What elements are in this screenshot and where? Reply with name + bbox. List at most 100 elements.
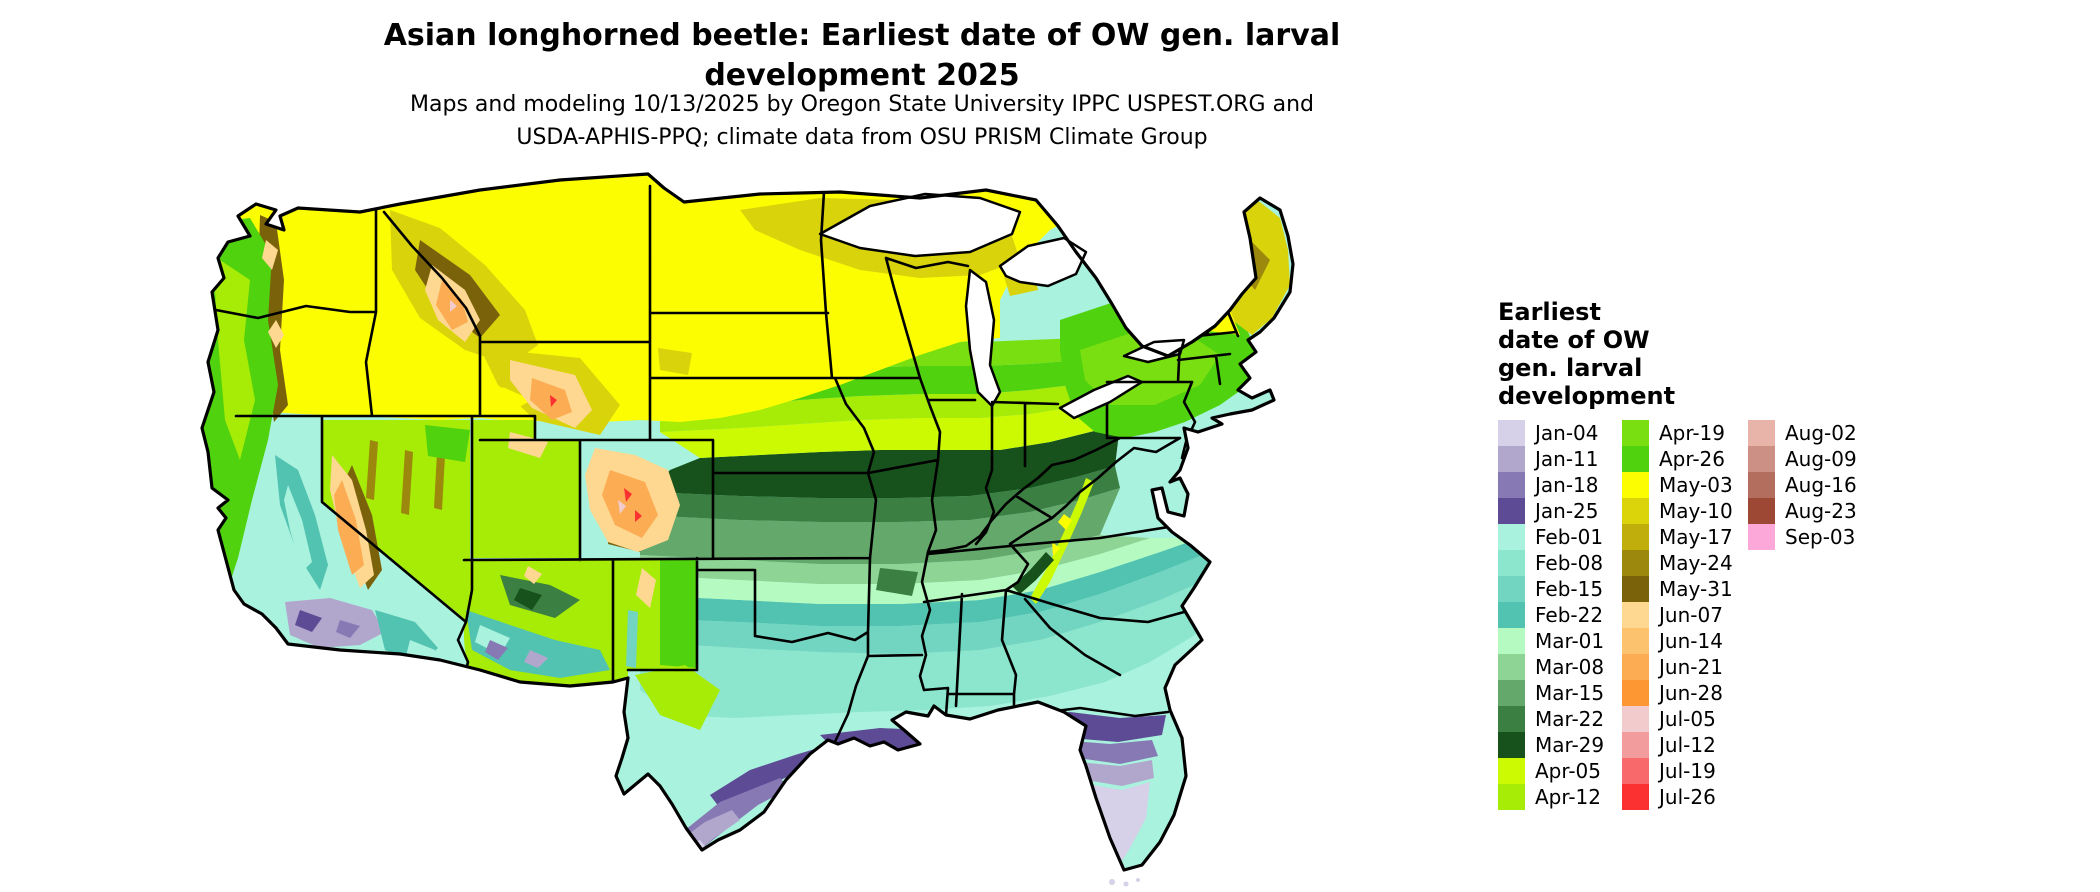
legend-item: Mar-29: [1498, 732, 1604, 758]
legend-item: Feb-01: [1498, 524, 1604, 550]
legend-label: Aug-02: [1785, 421, 1857, 445]
map-color-bands: [202, 174, 1293, 870]
legend-label: Jun-21: [1659, 655, 1723, 679]
legend-swatch: [1498, 420, 1525, 446]
legend-swatch: [1748, 524, 1775, 550]
legend-swatch: [1498, 576, 1525, 602]
legend-swatch: [1622, 576, 1649, 602]
title-line-2: development 2025: [704, 58, 1020, 93]
legend-swatch: [1622, 732, 1649, 758]
lake-huron: [998, 236, 1088, 288]
legend-label: Sep-03: [1785, 525, 1856, 549]
legend-item: Aug-23: [1748, 498, 1857, 524]
legend-label: Jul-26: [1659, 785, 1716, 809]
legend-item: Mar-22: [1498, 706, 1604, 732]
legend-label: Jan-04: [1535, 421, 1599, 445]
legend-label: May-10: [1659, 499, 1733, 523]
legend-item: Feb-22: [1498, 602, 1604, 628]
legend-item: Mar-01: [1498, 628, 1604, 654]
us-map-graphic: [200, 172, 1295, 887]
legend: Earliest date of OW gen. larval developm…: [1498, 298, 1888, 810]
legend-label: Apr-26: [1659, 447, 1725, 471]
legend-item: Jan-18: [1498, 472, 1604, 498]
legend-item: Jun-28: [1622, 680, 1733, 706]
legend-label: May-31: [1659, 577, 1733, 601]
legend-swatch: [1498, 550, 1525, 576]
legend-label: Apr-12: [1535, 785, 1601, 809]
legend-label: Mar-29: [1535, 733, 1605, 757]
legend-label: Mar-22: [1535, 707, 1605, 731]
legend-label: Apr-19: [1659, 421, 1725, 445]
lake-michigan: [964, 268, 1002, 408]
legend-item: Feb-08: [1498, 550, 1604, 576]
legend-swatch: [1498, 628, 1525, 654]
legend-label: Jan-25: [1535, 499, 1599, 523]
legend-item: Jul-19: [1622, 758, 1733, 784]
legend-item: Apr-12: [1498, 784, 1604, 810]
legend-swatch: [1498, 784, 1525, 810]
legend-swatch: [1748, 446, 1775, 472]
legend-swatch: [1622, 654, 1649, 680]
legend-label: Jun-07: [1659, 603, 1723, 627]
state-borders: [214, 174, 1240, 746]
legend-label: Aug-09: [1785, 447, 1857, 471]
legend-swatch: [1622, 680, 1649, 706]
legend-label: Jun-14: [1659, 629, 1723, 653]
legend-item: Jan-11: [1498, 446, 1604, 472]
legend-item: Jun-21: [1622, 654, 1733, 680]
legend-label: Mar-01: [1535, 629, 1605, 653]
legend-label: Jul-12: [1659, 733, 1716, 757]
legend-label: May-24: [1659, 551, 1733, 575]
legend-swatch: [1622, 758, 1649, 784]
legend-title-line: development: [1498, 382, 1676, 410]
legend-item: Apr-26: [1622, 446, 1733, 472]
legend-swatch: [1622, 498, 1649, 524]
legend-label: Mar-15: [1535, 681, 1605, 705]
legend-item: Feb-15: [1498, 576, 1604, 602]
legend-label: Jun-28: [1659, 681, 1723, 705]
legend-item: May-24: [1622, 550, 1733, 576]
legend-label: May-03: [1659, 473, 1733, 497]
legend-label: Aug-23: [1785, 499, 1857, 523]
subtitle-line-1: Maps and modeling 10/13/2025 by Oregon S…: [410, 92, 1314, 117]
legend-item: Mar-15: [1498, 680, 1604, 706]
legend-item: Jan-04: [1498, 420, 1604, 446]
legend-item: Aug-02: [1748, 420, 1857, 446]
legend-title: Earliest date of OW gen. larval developm…: [1498, 298, 1888, 410]
legend-item: May-03: [1622, 472, 1733, 498]
legend-swatch: [1622, 784, 1649, 810]
page-subtitle: Maps and modeling 10/13/2025 by Oregon S…: [262, 88, 1462, 154]
legend-item: Sep-03: [1748, 524, 1857, 550]
legend-swatch: [1622, 602, 1649, 628]
legend-label: Jan-11: [1535, 447, 1599, 471]
title-line-1: Asian longhorned beetle: Earliest date o…: [383, 18, 1341, 53]
legend-swatch: [1748, 472, 1775, 498]
legend-label: Feb-22: [1535, 603, 1604, 627]
legend-title-line: date of OW: [1498, 326, 1650, 354]
lake-superior: [818, 192, 1022, 258]
legend-label: Mar-08: [1535, 655, 1605, 679]
legend-label: Jul-19: [1659, 759, 1716, 783]
legend-item: Mar-08: [1498, 654, 1604, 680]
legend-swatch: [1498, 524, 1525, 550]
legend-item: May-17: [1622, 524, 1733, 550]
legend-item: Jul-12: [1622, 732, 1733, 758]
legend-item: Jan-25: [1498, 498, 1604, 524]
legend-swatch: [1498, 654, 1525, 680]
legend-swatch: [1622, 472, 1649, 498]
legend-item: Jun-07: [1622, 602, 1733, 628]
florida-keys: [1109, 878, 1140, 887]
legend-item: Apr-19: [1622, 420, 1733, 446]
legend-swatch: [1622, 628, 1649, 654]
legend-swatch: [1622, 550, 1649, 576]
legend-item: Apr-05: [1498, 758, 1604, 784]
legend-swatch: [1622, 420, 1649, 446]
legend-swatch: [1498, 472, 1525, 498]
legend-item: Jul-05: [1622, 706, 1733, 732]
legend-item: Aug-16: [1748, 472, 1857, 498]
legend-label: Apr-05: [1535, 759, 1601, 783]
legend-swatch: [1498, 602, 1525, 628]
legend-swatch: [1498, 498, 1525, 524]
legend-label: Feb-08: [1535, 551, 1604, 575]
legend-column-1: Jan-04 Jan-11 Jan-18 Jan-25: [1498, 420, 1604, 810]
